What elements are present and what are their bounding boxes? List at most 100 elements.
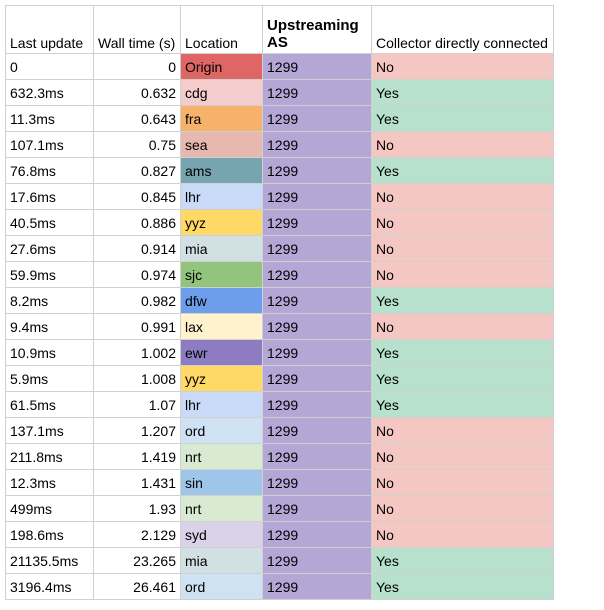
cell-last-update[interactable]: 198.6ms — [5, 521, 94, 548]
cell-upstreaming-as[interactable]: 1299 — [262, 209, 372, 236]
cell-location[interactable]: yyz — [180, 365, 263, 392]
cell-location[interactable]: fra — [180, 105, 263, 132]
cell-wall-time[interactable]: 1.419 — [93, 443, 181, 470]
cell-location[interactable]: sjc — [180, 261, 263, 288]
cell-location[interactable]: lax — [180, 313, 263, 340]
cell-upstreaming-as[interactable]: 1299 — [262, 547, 372, 574]
cell-wall-time[interactable]: 23.265 — [93, 547, 181, 574]
cell-upstreaming-as[interactable]: 1299 — [262, 79, 372, 106]
cell-last-update[interactable]: 61.5ms — [5, 391, 94, 418]
cell-last-update[interactable]: 632.3ms — [5, 79, 94, 106]
cell-upstreaming-as[interactable]: 1299 — [262, 443, 372, 470]
cell-wall-time[interactable]: 0.632 — [93, 79, 181, 106]
cell-location[interactable]: Origin — [180, 53, 263, 80]
cell-wall-time[interactable]: 1.431 — [93, 469, 181, 496]
cell-wall-time[interactable]: 2.129 — [93, 521, 181, 548]
cell-location[interactable]: ord — [180, 573, 263, 600]
cell-upstreaming-as[interactable]: 1299 — [262, 365, 372, 392]
cell-location[interactable]: dfw — [180, 287, 263, 314]
cell-wall-time[interactable]: 0 — [93, 53, 181, 80]
cell-last-update[interactable]: 137.1ms — [5, 417, 94, 444]
cell-upstreaming-as[interactable]: 1299 — [262, 261, 372, 288]
cell-last-update[interactable]: 76.8ms — [5, 157, 94, 184]
cell-wall-time[interactable]: 1.207 — [93, 417, 181, 444]
cell-collector-connected[interactable]: No — [371, 495, 554, 522]
cell-last-update[interactable]: 8.2ms — [5, 287, 94, 314]
cell-upstreaming-as[interactable]: 1299 — [262, 417, 372, 444]
cell-last-update[interactable]: 3196.4ms — [5, 573, 94, 600]
cell-wall-time[interactable]: 0.643 — [93, 105, 181, 132]
cell-last-update[interactable]: 211.8ms — [5, 443, 94, 470]
cell-wall-time[interactable]: 0.914 — [93, 235, 181, 262]
cell-last-update[interactable]: 27.6ms — [5, 235, 94, 262]
cell-upstreaming-as[interactable]: 1299 — [262, 287, 372, 314]
cell-collector-connected[interactable]: No — [371, 53, 554, 80]
cell-last-update[interactable]: 21135.5ms — [5, 547, 94, 574]
cell-collector-connected[interactable]: No — [371, 131, 554, 158]
cell-upstreaming-as[interactable]: 1299 — [262, 573, 372, 600]
cell-wall-time[interactable]: 1.008 — [93, 365, 181, 392]
cell-wall-time[interactable]: 0.982 — [93, 287, 181, 314]
cell-last-update[interactable]: 107.1ms — [5, 131, 94, 158]
cell-wall-time[interactable]: 26.461 — [93, 573, 181, 600]
cell-last-update[interactable]: 499ms — [5, 495, 94, 522]
cell-location[interactable]: ams — [180, 157, 263, 184]
cell-upstreaming-as[interactable]: 1299 — [262, 469, 372, 496]
header-upstreaming-as[interactable]: Upstreaming AS — [262, 5, 372, 54]
cell-last-update[interactable]: 9.4ms — [5, 313, 94, 340]
cell-collector-connected[interactable]: No — [371, 521, 554, 548]
cell-collector-connected[interactable]: No — [371, 209, 554, 236]
cell-upstreaming-as[interactable]: 1299 — [262, 235, 372, 262]
cell-wall-time[interactable]: 0.974 — [93, 261, 181, 288]
cell-last-update[interactable]: 10.9ms — [5, 339, 94, 366]
cell-location[interactable]: lhr — [180, 183, 263, 210]
cell-collector-connected[interactable]: No — [371, 443, 554, 470]
cell-wall-time[interactable]: 0.845 — [93, 183, 181, 210]
cell-collector-connected[interactable]: Yes — [371, 573, 554, 600]
cell-wall-time[interactable]: 1.93 — [93, 495, 181, 522]
header-collector-connected[interactable]: Collector directly connected — [371, 5, 554, 54]
header-last-update[interactable]: Last update — [5, 5, 94, 54]
cell-last-update[interactable]: 17.6ms — [5, 183, 94, 210]
cell-location[interactable]: yyz — [180, 209, 263, 236]
header-location[interactable]: Location — [180, 5, 263, 54]
cell-collector-connected[interactable]: Yes — [371, 547, 554, 574]
cell-upstreaming-as[interactable]: 1299 — [262, 313, 372, 340]
cell-collector-connected[interactable]: Yes — [371, 365, 554, 392]
cell-location[interactable]: mia — [180, 235, 263, 262]
cell-collector-connected[interactable]: No — [371, 417, 554, 444]
cell-collector-connected[interactable]: Yes — [371, 105, 554, 132]
cell-upstreaming-as[interactable]: 1299 — [262, 391, 372, 418]
cell-upstreaming-as[interactable]: 1299 — [262, 183, 372, 210]
cell-last-update[interactable]: 0 — [5, 53, 94, 80]
cell-collector-connected[interactable]: No — [371, 313, 554, 340]
cell-wall-time[interactable]: 1.07 — [93, 391, 181, 418]
cell-location[interactable]: sea — [180, 131, 263, 158]
cell-location[interactable]: sin — [180, 469, 263, 496]
header-wall-time[interactable]: Wall time (s) — [93, 5, 181, 54]
cell-collector-connected[interactable]: Yes — [371, 79, 554, 106]
cell-wall-time[interactable]: 0.886 — [93, 209, 181, 236]
cell-collector-connected[interactable]: Yes — [371, 287, 554, 314]
cell-collector-connected[interactable]: Yes — [371, 157, 554, 184]
cell-upstreaming-as[interactable]: 1299 — [262, 495, 372, 522]
cell-collector-connected[interactable]: No — [371, 469, 554, 496]
cell-location[interactable]: lhr — [180, 391, 263, 418]
cell-upstreaming-as[interactable]: 1299 — [262, 53, 372, 80]
cell-last-update[interactable]: 11.3ms — [5, 105, 94, 132]
cell-upstreaming-as[interactable]: 1299 — [262, 131, 372, 158]
cell-location[interactable]: mia — [180, 547, 263, 574]
cell-collector-connected[interactable]: No — [371, 261, 554, 288]
cell-upstreaming-as[interactable]: 1299 — [262, 105, 372, 132]
cell-wall-time[interactable]: 0.827 — [93, 157, 181, 184]
cell-location[interactable]: nrt — [180, 443, 263, 470]
cell-last-update[interactable]: 5.9ms — [5, 365, 94, 392]
cell-location[interactable]: ewr — [180, 339, 263, 366]
cell-collector-connected[interactable]: Yes — [371, 339, 554, 366]
cell-upstreaming-as[interactable]: 1299 — [262, 157, 372, 184]
cell-last-update[interactable]: 40.5ms — [5, 209, 94, 236]
cell-wall-time[interactable]: 0.991 — [93, 313, 181, 340]
cell-location[interactable]: ord — [180, 417, 263, 444]
cell-collector-connected[interactable]: No — [371, 183, 554, 210]
cell-wall-time[interactable]: 0.75 — [93, 131, 181, 158]
